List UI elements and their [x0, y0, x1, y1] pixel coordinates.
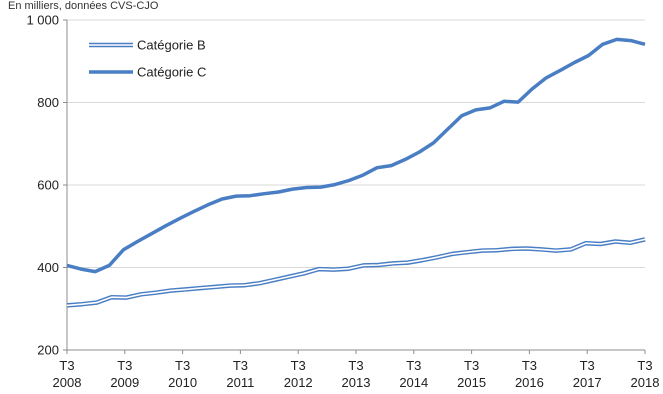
- x-tick-label-year: 2014: [399, 375, 428, 390]
- x-tick-label-quarter: T3: [348, 358, 363, 373]
- x-tick-label-year: 2009: [110, 375, 139, 390]
- x-tick-label-quarter: T3: [637, 358, 652, 373]
- x-tick-label-quarter: T3: [175, 358, 190, 373]
- x-tick-label-quarter: T3: [233, 358, 248, 373]
- series-lines: [66, 37, 646, 308]
- y-axis-ticks: 200 400 600 800 1 000: [26, 13, 67, 358]
- x-tick-label-quarter: T3: [522, 358, 537, 373]
- x-tick-label-year: 2011: [226, 375, 254, 390]
- series-cat-gorie-b: [66, 237, 646, 308]
- legend: Catégorie B Catégorie C: [89, 38, 206, 80]
- series-cat-gorie-c: [66, 37, 646, 274]
- legend-item: Catégorie C: [89, 65, 206, 80]
- x-tick-label-year: 2013: [342, 375, 371, 390]
- x-tick-label-quarter: T3: [406, 358, 421, 373]
- x-tick-label-year: 2008: [53, 375, 82, 390]
- legend-item: Catégorie B: [89, 38, 206, 53]
- x-axis-ticks: T3 2008 T3 2009 T3 2010 T3 2011 T3 2012 T3 2013 T3 20…: [53, 350, 660, 390]
- x-tick-label-year: 2010: [168, 375, 197, 390]
- series-line-inner: [66, 238, 646, 307]
- x-tick-label-year: 2018: [631, 375, 660, 390]
- y-tick-label: 600: [37, 178, 59, 193]
- x-tick-label-year: 2016: [515, 375, 544, 390]
- x-tick-label-quarter: T3: [580, 358, 595, 373]
- y-tick-label: 1 000: [26, 13, 59, 28]
- x-tick-label-year: 2017: [573, 375, 602, 390]
- legend-label: Catégorie C: [137, 65, 206, 80]
- gridlines: [67, 19, 645, 268]
- y-tick-label: 800: [37, 95, 59, 110]
- series-line: [66, 37, 646, 274]
- x-tick-label-year: 2015: [457, 375, 486, 390]
- y-tick-label: 400: [37, 260, 59, 275]
- legend-label: Catégorie B: [137, 38, 206, 53]
- x-tick-label-year: 2012: [284, 375, 313, 390]
- y-tick-label: 200: [37, 343, 59, 358]
- x-tick-label-quarter: T3: [59, 358, 74, 373]
- x-tick-label-quarter: T3: [291, 358, 306, 373]
- series-line-outer: [66, 237, 646, 308]
- x-tick-label-quarter: T3: [464, 358, 479, 373]
- x-tick-label-quarter: T3: [117, 358, 132, 373]
- chart-subtitle: En milliers, données CVS-CJO: [8, 0, 159, 12]
